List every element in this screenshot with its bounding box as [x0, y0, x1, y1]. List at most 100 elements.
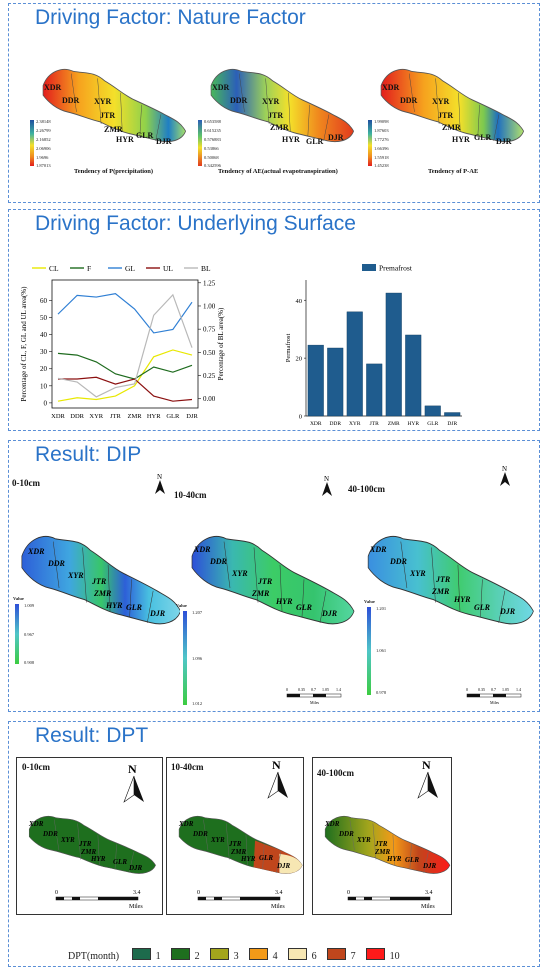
basin-label-glr: GLR [474, 603, 491, 612]
basin-label-glr: GLR [259, 854, 273, 862]
dip-legend-title: Value [13, 596, 24, 601]
bar-ddr [327, 347, 344, 417]
y2-tick-label: 0.00 [203, 395, 216, 403]
basin-label-ddr: DDR [389, 557, 408, 566]
legend-value: 0.908 [24, 660, 35, 665]
map-caption-ae: Tendency of AE(actual evapotranspiration… [218, 168, 338, 175]
dip-legend-bar [15, 604, 19, 664]
x-tick-label: XYR [89, 413, 103, 420]
y-tick-label: 0 [299, 414, 302, 421]
legend-swatch [362, 264, 376, 271]
basin-label-jtr: JTR [91, 577, 107, 586]
north-arrow-icon: N [500, 465, 510, 486]
legend-value: 2.38148 [36, 119, 51, 124]
nature-legend-p [30, 120, 34, 166]
basin-label-zmr: ZMR [431, 587, 450, 596]
basin-label-djr: DJR [276, 862, 291, 870]
dip-legend-bar [367, 607, 371, 695]
basin-label-glr: GLR [113, 858, 127, 866]
nature-map-precipitation: XDR DDR XYR JTR ZMR HYR GLR DJR [42, 68, 187, 146]
series-line-f [57, 352, 193, 380]
basin-label-hyr: HYR [282, 135, 300, 144]
dpt-depth-label: 10-40cm [171, 762, 204, 772]
legend-value: 1.45238 [374, 163, 389, 168]
basin-label-xyr: XYR [94, 97, 112, 106]
basin-label-zmr: ZMR [251, 589, 270, 598]
basin-label-zmr: ZMR [80, 848, 97, 856]
y-tick-label: 10 [40, 382, 48, 390]
basin-label-xdr: XDR [369, 545, 387, 554]
x-tick-label: GLR [427, 421, 438, 427]
dpt-map-frame-10-40cm: 10-40cm N XDR DDR XYR JTR ZMR HYR GLR DJ… [166, 757, 304, 915]
dip-legend-title: Value [176, 603, 187, 608]
scale-tick: 0.35 [478, 687, 485, 692]
dpt-legend-swatch [209, 948, 229, 960]
plot-frame [51, 279, 199, 409]
scale-start: 0 [55, 890, 58, 896]
legend-value: 1.87603 [374, 128, 389, 133]
basin-label-xyr: XYR [262, 97, 280, 106]
basin-label-xdr: XDR [324, 820, 340, 828]
legend-value: 1.87013 [36, 163, 51, 168]
basin-label-zmr: ZMR [230, 848, 247, 856]
scale-end: 3.4 [425, 890, 433, 896]
scale-unit: Miles [271, 904, 285, 910]
x-tick-label: XDR [310, 421, 322, 427]
scale-unit: Miles [129, 904, 143, 910]
basin-label-jtr: JTR [438, 111, 453, 120]
scale-tick: 1.4 [516, 687, 521, 692]
basin-label-xyr: XYR [356, 836, 371, 844]
basin-label-zmr: ZMR [104, 125, 123, 134]
dpt-legend-label: 7 [350, 951, 356, 962]
y-tick-label: 20 [296, 356, 303, 363]
permafrost-bar-chart: 0 20 40 XDR DDR XYR JTR ZMR HYR GLR DJR Permafrost P… [285, 264, 462, 427]
scale-tick: 1.4 [336, 687, 341, 692]
series-line-gl [57, 293, 193, 334]
basin-label-glr: GLR [126, 603, 143, 612]
dip-map-0-10cm: XDR DDR XYR JTR ZMR HYR GLR DJR [21, 535, 180, 625]
scale-tick: 0 [286, 687, 288, 692]
dip-map-40-100cm: XDR DDR XYR JTR ZMR HYR GLR DJR [367, 535, 534, 625]
x-tick-label: DJR [186, 413, 198, 420]
basin-label-ddr: DDR [47, 559, 66, 568]
basin-label-djr: DJR [496, 137, 512, 146]
underlying-surface-panel: Driving Factor: Underlying Surface [8, 209, 540, 431]
x-tick-label: DDR [329, 421, 341, 427]
x-tick-label: HYR [147, 413, 161, 420]
legend-label: CL [49, 264, 59, 273]
basin-label-djr: DJR [128, 864, 143, 872]
dpt-map-40-100cm: XDR DDR XYR JTR ZMR HYR GLR DJR [324, 815, 451, 874]
bar-jtr [366, 363, 383, 417]
basin-label-hyr: HYR [116, 135, 134, 144]
basin-label-ddr: DDR [230, 96, 248, 105]
dpt-legend-label: 4 [272, 951, 278, 962]
north-arrow-icon: N [267, 758, 288, 799]
dpt-panel: Result: DPT [8, 721, 540, 967]
x-tick-label: ZMR [388, 421, 400, 427]
basin-label-jtr: JTR [268, 111, 283, 120]
legend-value: 0.342596 [204, 163, 221, 168]
basin-label-xdr: XDR [212, 83, 230, 92]
basin-label-glr: GLR [296, 603, 313, 612]
dip-scale-bar: 0 0.35 0.7 1.05 1.4 Miles [466, 687, 522, 705]
dpt-map-frame-0-10cm: 0-10cm N XDR DDR XYR JTR ZMR HYR GLR DJR… [16, 757, 163, 915]
section-title-surface: Driving Factor: Underlying Surface [35, 212, 356, 235]
x-tick-label: JTR [370, 421, 380, 427]
scale-tick: 0.7 [311, 687, 316, 692]
legend-label: UL [163, 264, 173, 273]
legend-label: BL [201, 264, 211, 273]
basin-label-ddr: DDR [62, 96, 80, 105]
y-tick-label: 0 [44, 399, 48, 407]
basin-label-xyr: XYR [210, 836, 225, 844]
scale-tick: 1.05 [502, 687, 509, 692]
y2-tick-label: 0.75 [203, 326, 216, 334]
x-tick-label: JTR [110, 413, 122, 420]
y-tick-label: 20 [40, 365, 48, 373]
legend-value: 1.012 [192, 701, 203, 706]
legend-label: GL [125, 264, 135, 273]
dpt-depth-label: 0-10cm [22, 762, 50, 772]
dpt-depth-label: 40-100cm [317, 768, 354, 778]
basin-label-zmr: ZMR [374, 848, 391, 856]
basin-label-djr: DJR [156, 137, 172, 146]
legend-label: F [87, 264, 91, 273]
